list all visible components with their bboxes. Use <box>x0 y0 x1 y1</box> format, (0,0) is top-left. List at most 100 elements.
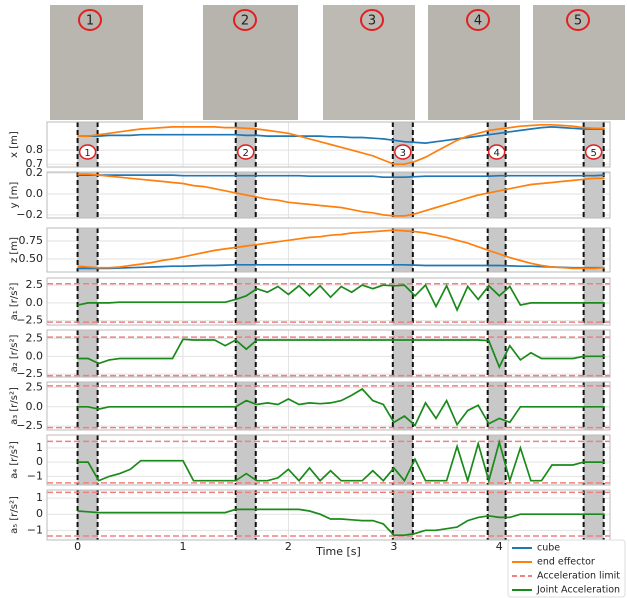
highlight-span <box>487 228 506 272</box>
span-label: 4 <box>493 148 499 159</box>
span-label-circle <box>584 144 603 160</box>
y-tick-label: −2.5 <box>16 314 43 327</box>
y-tick-label: 0.8 <box>26 143 44 156</box>
span-label: 2 <box>243 148 249 159</box>
highlight-span <box>392 330 413 377</box>
highlight-span <box>487 490 506 540</box>
highlight-span <box>487 278 506 325</box>
highlight-span <box>77 228 98 272</box>
y-tick-label: 0.0 <box>26 296 44 309</box>
highlight-span <box>392 490 413 540</box>
span-label-circle <box>236 144 255 160</box>
y-tick-label: −2.5 <box>16 419 43 432</box>
highlight-span <box>392 228 413 272</box>
plot-frame <box>46 227 611 273</box>
photo-label: 2 <box>241 14 249 29</box>
y-tick-label: 1 <box>36 491 43 504</box>
x-tick-label: 1 <box>180 540 187 553</box>
photo <box>533 5 625 120</box>
data-line <box>77 173 605 217</box>
photo-label-circle <box>466 9 490 31</box>
highlight-span <box>487 382 506 430</box>
highlight-span <box>77 490 98 540</box>
photo-label-circle <box>566 9 590 31</box>
plot-frame <box>46 329 611 378</box>
highlight-span <box>583 172 604 218</box>
y-tick-label: 0.0 <box>26 349 44 362</box>
highlight-span <box>77 172 98 218</box>
legend-label: Acceleration limit <box>537 571 620 582</box>
photo-label: 5 <box>574 14 582 29</box>
y-tick-label: 0.0 <box>26 400 44 413</box>
data-line <box>77 508 605 537</box>
photo <box>50 5 143 120</box>
highlight-span <box>583 278 604 325</box>
highlight-span <box>583 435 604 485</box>
y-tick-label: 1 <box>36 441 43 454</box>
highlight-span <box>392 172 413 218</box>
photo-label: 4 <box>474 14 482 29</box>
highlight-span <box>487 172 506 218</box>
y-axis-label: a₁ [r/s²] <box>9 282 20 320</box>
highlight-span <box>235 382 256 430</box>
y-tick-label: 0.2 <box>26 166 44 179</box>
highlight-span <box>235 330 256 377</box>
y-axis-label: a₂ [r/s²] <box>9 334 20 372</box>
data-line <box>77 438 605 484</box>
photo-label-circle <box>78 9 102 31</box>
y-tick-label: 0.50 <box>19 252 44 265</box>
data-line <box>77 123 605 166</box>
highlight-span <box>583 228 604 272</box>
y-tick-label: 2.5 <box>26 332 44 345</box>
plot-frame <box>46 277 611 326</box>
data-line <box>77 338 605 370</box>
data-line <box>77 387 605 427</box>
plot-frame <box>46 381 611 431</box>
y-axis-label: y [m] <box>9 182 20 209</box>
y-axis-label: a₃ [r/s²] <box>9 387 20 425</box>
y-tick-label: 0 <box>36 455 43 468</box>
y-tick-label: −2.5 <box>16 367 43 380</box>
data-line <box>77 283 605 313</box>
y-tick-label: 0.0 <box>26 187 44 200</box>
highlight-span <box>583 330 604 377</box>
span-label: 1 <box>84 148 90 159</box>
span-label: 5 <box>590 148 596 159</box>
highlight-span <box>487 330 506 377</box>
photo <box>323 5 415 120</box>
photo <box>203 5 298 120</box>
data-line <box>77 174 605 179</box>
plot-frame <box>46 171 611 219</box>
y-tick-label: 0 <box>36 507 43 520</box>
x-tick-label: 2 <box>285 540 292 553</box>
highlight-span <box>235 278 256 325</box>
plot-frame <box>46 434 611 486</box>
data-line <box>77 126 605 144</box>
highlight-span <box>392 382 413 430</box>
highlight-span <box>77 435 98 485</box>
photo <box>428 5 520 120</box>
photo-label: 1 <box>86 14 94 29</box>
span-label-circle <box>78 144 97 160</box>
highlight-span <box>235 228 256 272</box>
plot-frame <box>46 489 611 541</box>
x-axis-label: Time [s] <box>315 545 361 558</box>
span-label-circle <box>394 144 412 160</box>
x-tick-label: 0 <box>74 540 81 553</box>
data-line <box>77 263 605 270</box>
legend-label: cube <box>537 543 560 554</box>
data-line <box>77 229 605 270</box>
highlight-span <box>235 435 256 485</box>
photo-label-circle <box>233 9 257 31</box>
y-tick-label: 2.5 <box>26 278 44 291</box>
y-axis-label: a₅ [r/s²] <box>9 496 20 534</box>
span-label-circle <box>487 144 506 160</box>
y-axis-label: z [m] <box>9 237 20 263</box>
x-tick-label: 4 <box>496 540 503 553</box>
y-tick-label: −1 <box>27 523 43 536</box>
y-tick-label: 2.5 <box>26 380 44 393</box>
legend-label: end effector <box>537 557 595 568</box>
legend-label: Joint Acceleration <box>536 585 620 596</box>
plot-frame <box>46 121 611 168</box>
